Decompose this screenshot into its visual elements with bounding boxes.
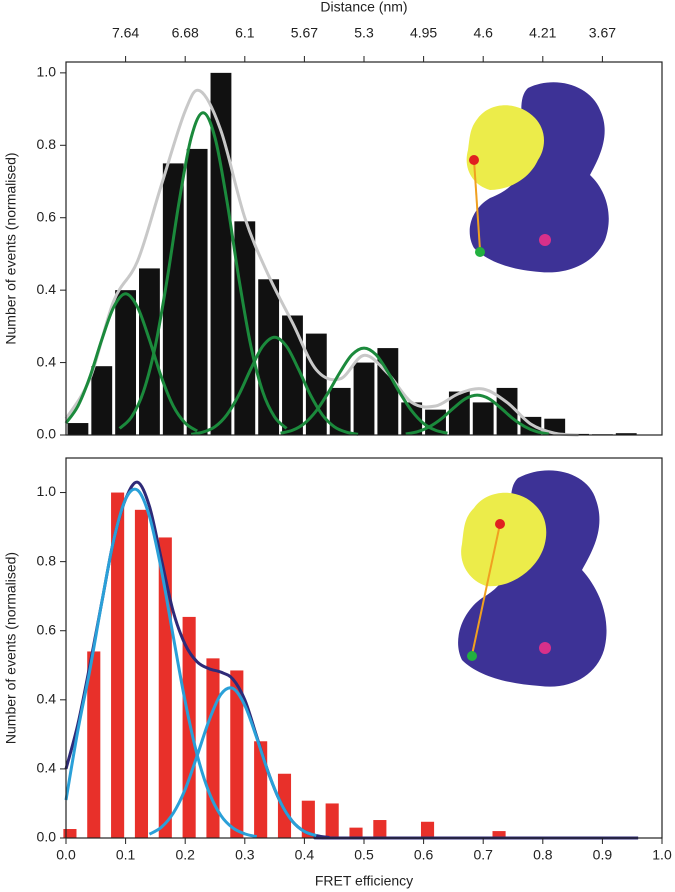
- bar: [401, 402, 423, 435]
- y-tick-label: 0.6: [37, 208, 57, 224]
- bar: [115, 290, 137, 435]
- bar: [254, 741, 268, 838]
- y-tick-label: 0.6: [37, 621, 57, 637]
- fit-curve: [280, 346, 448, 435]
- y-tick-label: 0.4: [37, 281, 57, 297]
- bar: [373, 820, 387, 838]
- bar: [234, 221, 256, 435]
- bar: [230, 670, 244, 838]
- protein-domain: [461, 492, 547, 587]
- y-tick-label: 0.8: [37, 552, 57, 568]
- ligand: [539, 642, 551, 654]
- x-tick-label: 0.2: [175, 847, 195, 863]
- protein-body: [469, 82, 609, 273]
- x2-tick-label: 7.64: [112, 25, 139, 41]
- x-tick-label: 0.4: [295, 847, 315, 863]
- x2-tick-label: 5.67: [291, 25, 318, 41]
- x-tick-label: 1.0: [652, 847, 672, 863]
- bar: [111, 492, 125, 838]
- fret-link: [471, 523, 501, 656]
- protein-domain: [466, 105, 544, 190]
- y-tick-label: 0.4: [37, 353, 57, 369]
- x-tick-label: 0.7: [473, 847, 493, 863]
- x-tick-label: 0.6: [414, 847, 434, 863]
- x-tick-label: 0.0: [56, 847, 76, 863]
- fit-curve: [148, 686, 317, 838]
- bar: [134, 509, 149, 838]
- bar: [139, 268, 160, 435]
- bar: [325, 803, 339, 838]
- fit-curve: [118, 111, 288, 430]
- donor-dye: [467, 651, 477, 661]
- x2-tick-label: 4.21: [529, 25, 556, 41]
- y-axis-title: Number of events (normalised): [3, 552, 19, 744]
- x2-tick-label: 6.68: [172, 25, 199, 41]
- bar: [210, 72, 232, 435]
- acceptor-dye: [469, 155, 479, 165]
- x-tick-label: 0.1: [116, 847, 136, 863]
- x2-tick-label: 4.95: [410, 25, 437, 41]
- bar: [349, 827, 363, 838]
- y-tick-label: 0.0: [37, 829, 57, 845]
- bar: [87, 651, 101, 838]
- protein-body: [458, 470, 607, 687]
- bar: [67, 423, 89, 435]
- fit-curve: [64, 292, 198, 433]
- bar: [353, 362, 375, 435]
- x2-axis-title: Distance (nm): [320, 0, 407, 15]
- x-tick-label: 0.3: [235, 847, 255, 863]
- fit-curve: [405, 393, 550, 436]
- bar: [277, 773, 292, 838]
- y-tick-label: 1.0: [37, 483, 57, 499]
- bar: [615, 433, 637, 435]
- bar: [91, 366, 113, 435]
- fret-link: [473, 159, 481, 251]
- bar: [420, 821, 435, 838]
- protein-structure-bottom: [458, 470, 607, 687]
- x-tick-label: 0.9: [593, 847, 613, 863]
- bar: [258, 279, 280, 435]
- bar: [186, 148, 208, 435]
- bar: [448, 391, 470, 435]
- x-axis-title: FRET efficiency: [315, 873, 413, 889]
- bar: [301, 800, 315, 838]
- bar: [63, 829, 77, 838]
- y-tick-label: 0.8: [37, 136, 57, 152]
- y-tick-label: 1.0: [37, 64, 57, 80]
- acceptor-dye: [495, 519, 505, 529]
- x2-tick-label: 5.3: [354, 25, 374, 41]
- bar: [162, 163, 184, 435]
- fit-curve: [190, 335, 359, 436]
- donor-dye: [475, 247, 485, 257]
- protein-structure-top: [466, 82, 609, 273]
- x-tick-label: 0.5: [354, 847, 374, 863]
- x2-tick-label: 3.67: [589, 25, 616, 41]
- ligand: [539, 234, 551, 246]
- bar: [496, 387, 518, 435]
- fit-curve: [64, 88, 579, 437]
- bar: [472, 402, 494, 435]
- y-tick-label: 0.4: [37, 760, 57, 776]
- bar: [329, 387, 351, 435]
- bar: [492, 831, 506, 838]
- y-tick-label: 0.0: [37, 426, 57, 442]
- y-tick-label: 0.4: [37, 691, 57, 707]
- x2-tick-label: 6.1: [235, 25, 255, 41]
- x-tick-label: 0.8: [533, 847, 553, 863]
- y-axis-title: Number of events (normalised): [3, 152, 19, 344]
- fit-curve: [64, 487, 258, 839]
- x2-tick-label: 4.6: [473, 25, 493, 41]
